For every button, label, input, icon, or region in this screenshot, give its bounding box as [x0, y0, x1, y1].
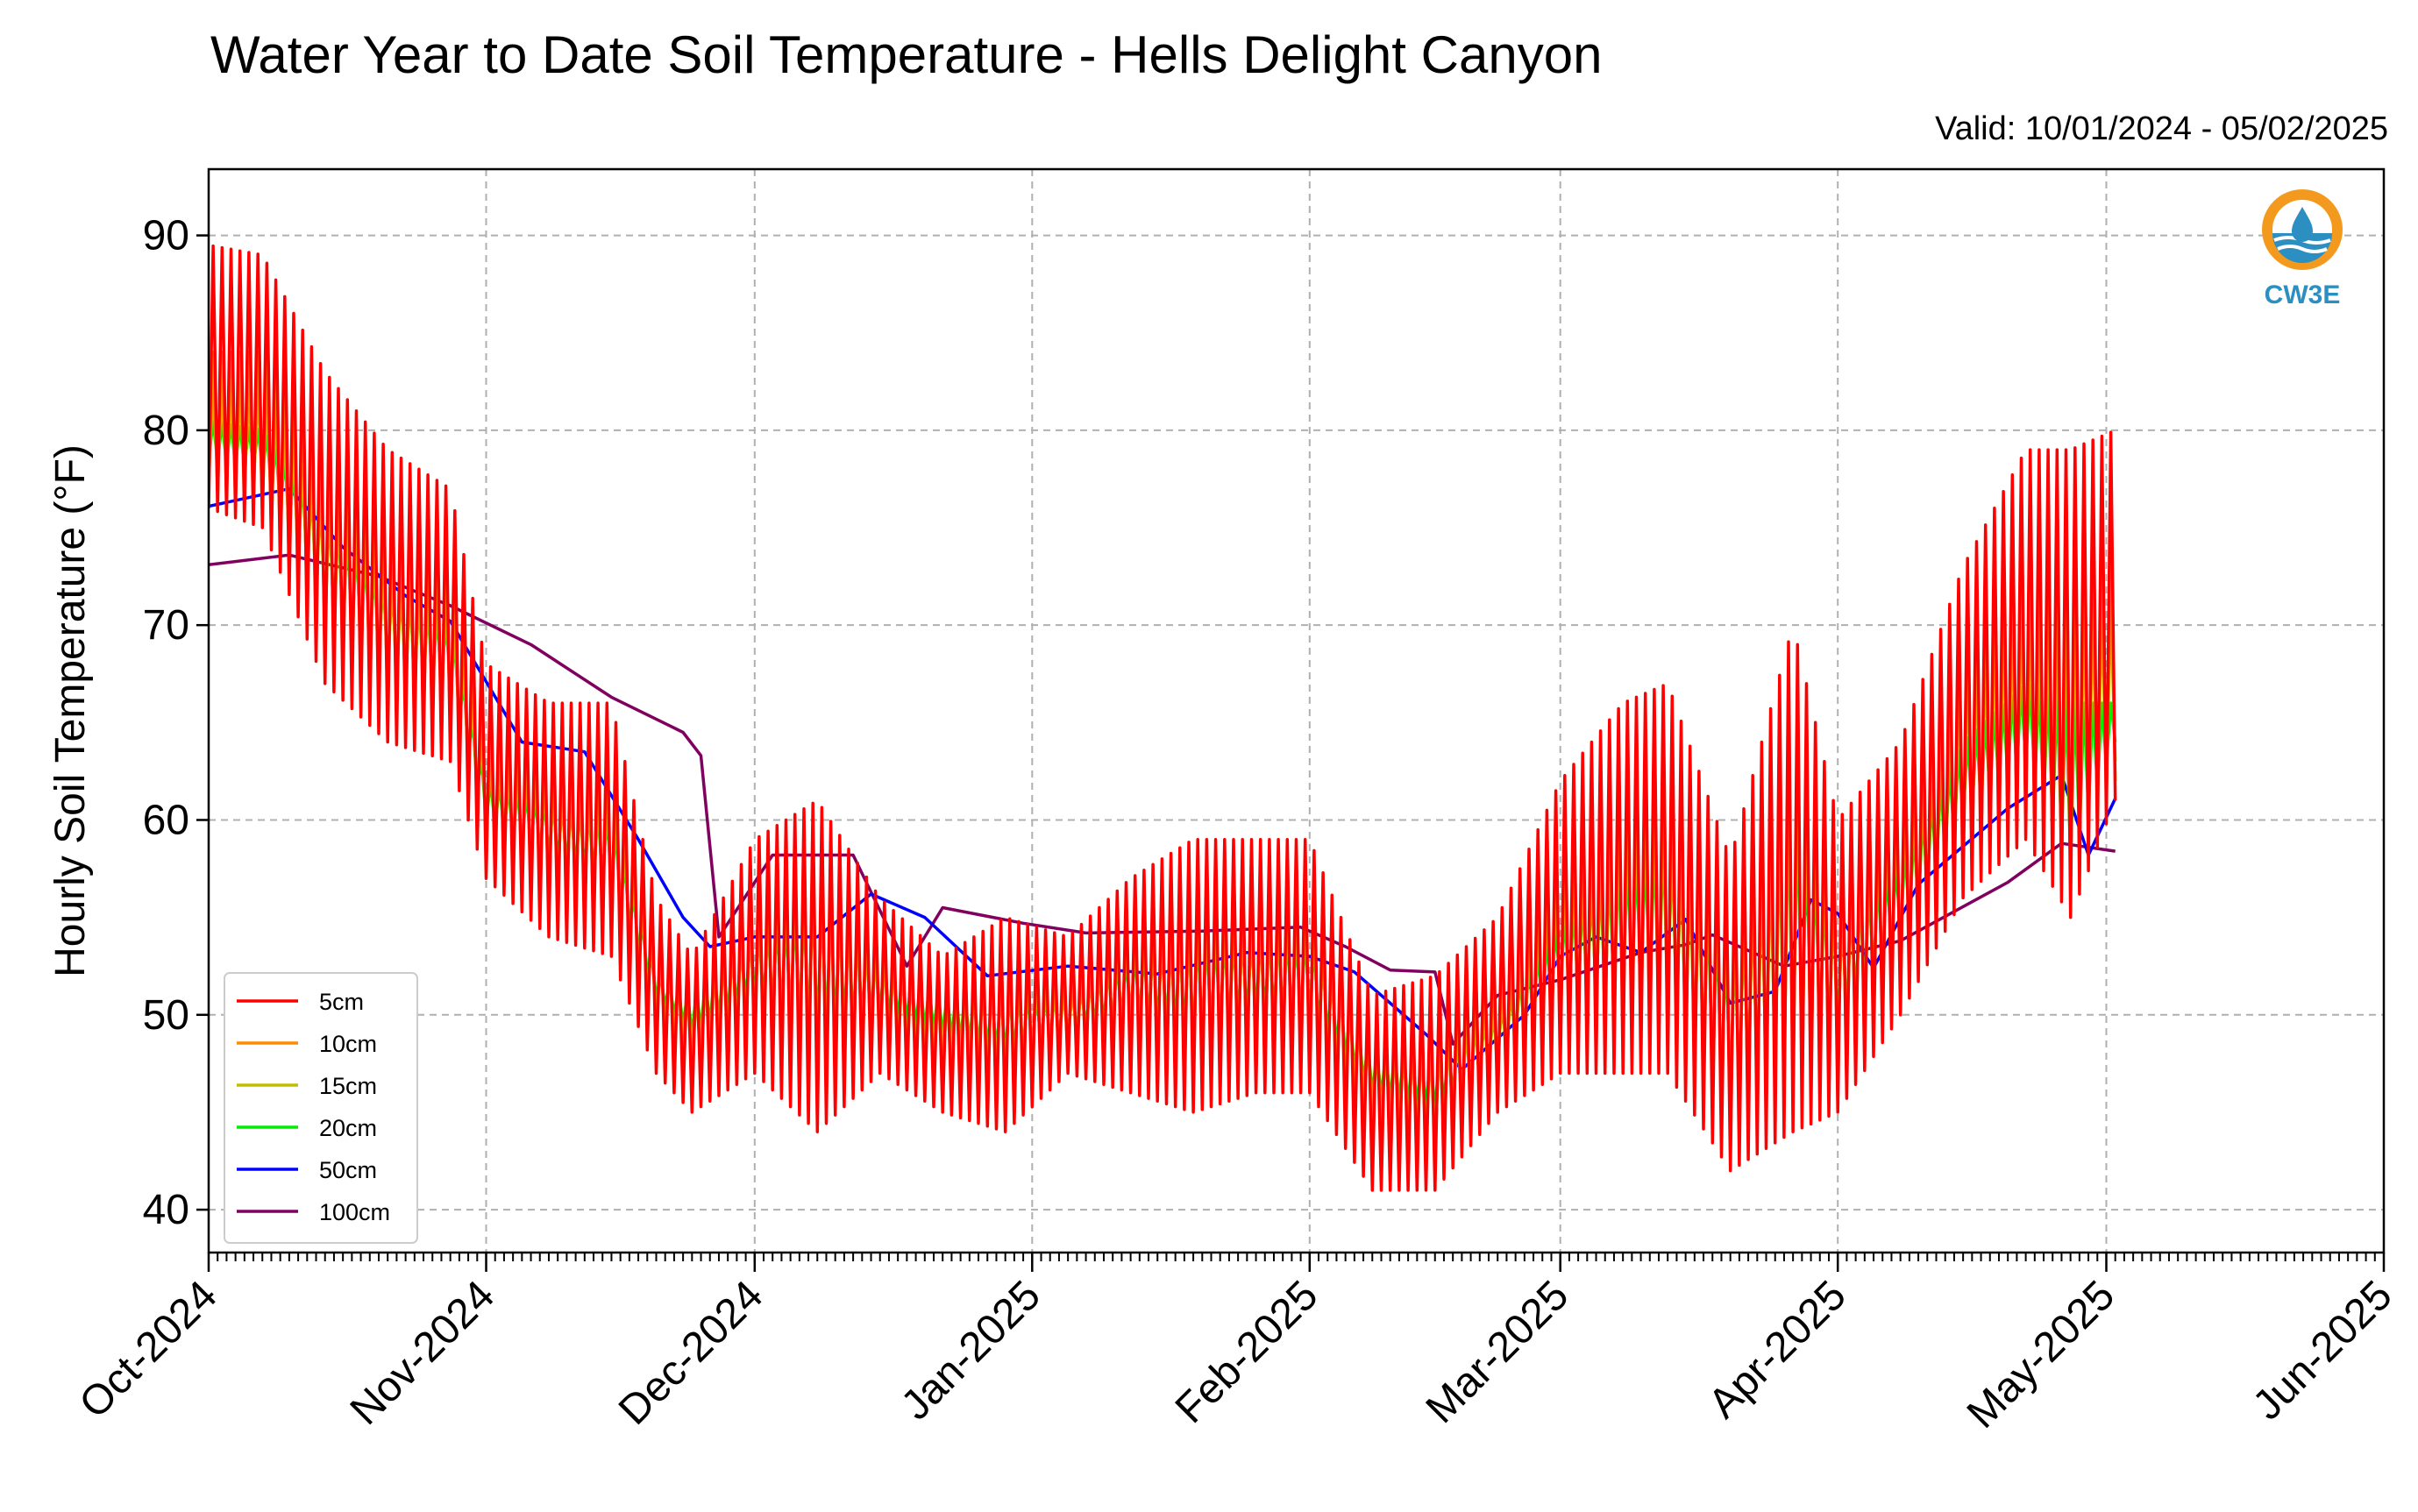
y-tick-label: 70 [143, 602, 189, 649]
valid-date-range: Valid: 10/01/2024 - 05/02/2025 [1935, 110, 2388, 147]
legend-label-50cm: 50cm [319, 1157, 377, 1183]
legend-label-100cm: 100cm [319, 1199, 390, 1225]
water-drop-icon [2292, 207, 2313, 242]
y-tick-label: 90 [143, 213, 189, 259]
plot-frame [207, 167, 2386, 1254]
logo-wave-line-2 [2277, 245, 2328, 253]
x-tick-label: Oct-2024 [71, 1272, 226, 1427]
x-tick-label: Jan-2025 [893, 1272, 1049, 1429]
legend-label-10cm: 10cm [319, 1031, 377, 1057]
y-tick-label: 80 [143, 408, 189, 454]
x-tick-label: Apr-2025 [1700, 1272, 1855, 1427]
legend: 5cm 10cm 15cm 20cm 50cm 100cm [224, 972, 418, 1244]
cw3e-logo: CW3E [2262, 189, 2343, 309]
y-tick-label: 60 [143, 797, 189, 843]
legend-label-5cm: 5cm [319, 989, 364, 1015]
series-lines [209, 244, 2117, 1192]
x-tick-label: Nov-2024 [342, 1272, 504, 1434]
series-line-50cm [209, 486, 2117, 1071]
y-tick-label: 40 [143, 1187, 189, 1233]
legend-label-20cm: 20cm [319, 1115, 377, 1141]
y-axis-label: Hourly Soil Temperature (°F) [47, 444, 94, 977]
x-tick-label: Feb-2025 [1167, 1272, 1327, 1432]
legend-box [224, 972, 418, 1244]
legend-label-15cm: 15cm [319, 1073, 377, 1099]
chart-title: Water Year to Date Soil Temperature - He… [210, 25, 1603, 84]
x-tick-label: Jun-2025 [2244, 1272, 2401, 1429]
series-line-5cm [209, 244, 2117, 1192]
logo-text: CW3E [2265, 280, 2341, 309]
y-tick-label: 50 [143, 992, 189, 1039]
x-tick-label: Dec-2024 [610, 1272, 772, 1434]
x-tick-label: Mar-2025 [1418, 1272, 1578, 1432]
x-tick-label: May-2025 [1959, 1272, 2123, 1437]
